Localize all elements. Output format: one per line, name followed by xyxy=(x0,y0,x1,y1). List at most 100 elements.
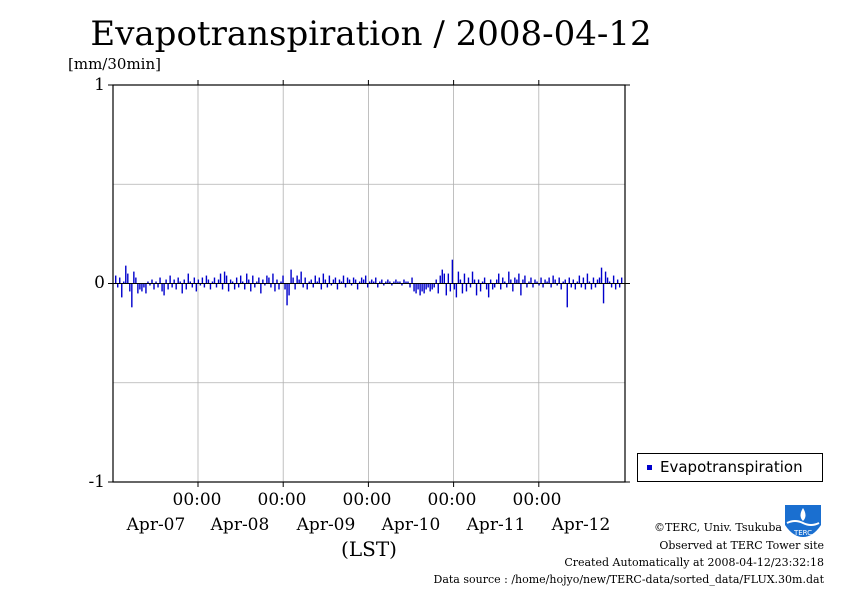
bar xyxy=(296,275,298,284)
bar xyxy=(514,277,516,284)
bar xyxy=(244,283,246,290)
bar xyxy=(500,283,502,290)
x-tick-time-1: 00:00 xyxy=(172,490,222,510)
bar xyxy=(487,283,490,298)
bar xyxy=(475,283,478,296)
x-date-label-3: Apr-09 xyxy=(296,515,356,535)
bar xyxy=(568,277,570,284)
bar xyxy=(115,275,117,284)
bar xyxy=(272,273,274,284)
bar xyxy=(326,283,329,288)
bar xyxy=(173,279,175,284)
bar xyxy=(562,281,564,284)
bar xyxy=(383,283,385,286)
bar xyxy=(532,283,534,288)
bar xyxy=(189,281,191,284)
bar xyxy=(602,283,605,304)
bar xyxy=(379,281,381,284)
x-date-label-4: Apr-10 xyxy=(381,515,441,535)
bar xyxy=(318,277,321,284)
bar xyxy=(534,279,536,284)
bar xyxy=(201,277,204,284)
bar xyxy=(209,283,212,290)
bar xyxy=(594,283,597,288)
bar xyxy=(473,279,476,284)
x-date-label-1: Apr-07 xyxy=(126,515,186,535)
bar xyxy=(481,281,484,284)
bar xyxy=(175,283,177,290)
bar xyxy=(429,283,431,292)
bar xyxy=(237,283,240,288)
bar xyxy=(276,279,278,284)
bar xyxy=(413,283,415,292)
bar xyxy=(411,277,413,284)
bar xyxy=(292,277,294,284)
x-tick-time-2: 00:00 xyxy=(257,490,307,510)
bar xyxy=(205,275,208,284)
bar xyxy=(344,283,347,288)
legend-swatch xyxy=(647,465,652,470)
bar xyxy=(219,273,222,284)
bar xyxy=(419,283,421,296)
bar xyxy=(179,281,181,284)
bar xyxy=(435,279,437,284)
bar xyxy=(453,283,456,290)
bar xyxy=(117,283,119,288)
bar xyxy=(477,279,480,284)
bar xyxy=(242,281,244,284)
bar xyxy=(544,279,546,284)
y-tick-label-top: 1 xyxy=(94,75,105,95)
bar xyxy=(298,279,300,284)
bar xyxy=(387,279,389,284)
bar xyxy=(516,279,518,284)
bar xyxy=(314,275,316,284)
bar xyxy=(512,283,514,292)
bar xyxy=(375,277,377,284)
bar xyxy=(373,281,375,284)
bar xyxy=(171,283,173,288)
bar xyxy=(306,283,308,290)
bar xyxy=(586,273,589,284)
bar xyxy=(304,277,306,284)
bar xyxy=(294,283,296,290)
bar xyxy=(278,283,280,290)
bar xyxy=(427,283,429,288)
bar xyxy=(127,273,129,284)
bar xyxy=(153,283,155,290)
y-tick-label-zero: 0 xyxy=(94,273,105,293)
bar xyxy=(445,283,448,296)
bar xyxy=(185,283,187,290)
bar xyxy=(119,277,121,284)
bar xyxy=(443,273,445,284)
bar xyxy=(316,281,318,284)
bar xyxy=(578,275,581,284)
bar xyxy=(221,283,224,290)
x-axis-label: (LST) xyxy=(341,537,397,561)
bar xyxy=(425,283,427,290)
bar xyxy=(300,271,302,284)
bar xyxy=(215,283,218,288)
bar xyxy=(131,283,133,308)
bar xyxy=(324,279,327,284)
bar xyxy=(356,283,359,290)
bar-series-evapotranspiration xyxy=(115,259,623,308)
bar xyxy=(217,279,220,284)
bar xyxy=(348,279,351,284)
bar xyxy=(554,279,556,284)
bar xyxy=(463,273,466,284)
bar xyxy=(195,283,198,292)
bar xyxy=(618,283,621,288)
bar xyxy=(455,283,458,298)
bar xyxy=(239,275,242,284)
bar xyxy=(574,283,577,290)
bar xyxy=(397,281,399,284)
bar xyxy=(362,279,365,284)
bar xyxy=(620,277,623,284)
bar xyxy=(423,283,425,294)
bar xyxy=(520,283,522,296)
logo-wordmark: TERC xyxy=(793,529,812,537)
bar xyxy=(227,283,230,292)
bar xyxy=(552,275,554,284)
bar xyxy=(467,277,470,284)
